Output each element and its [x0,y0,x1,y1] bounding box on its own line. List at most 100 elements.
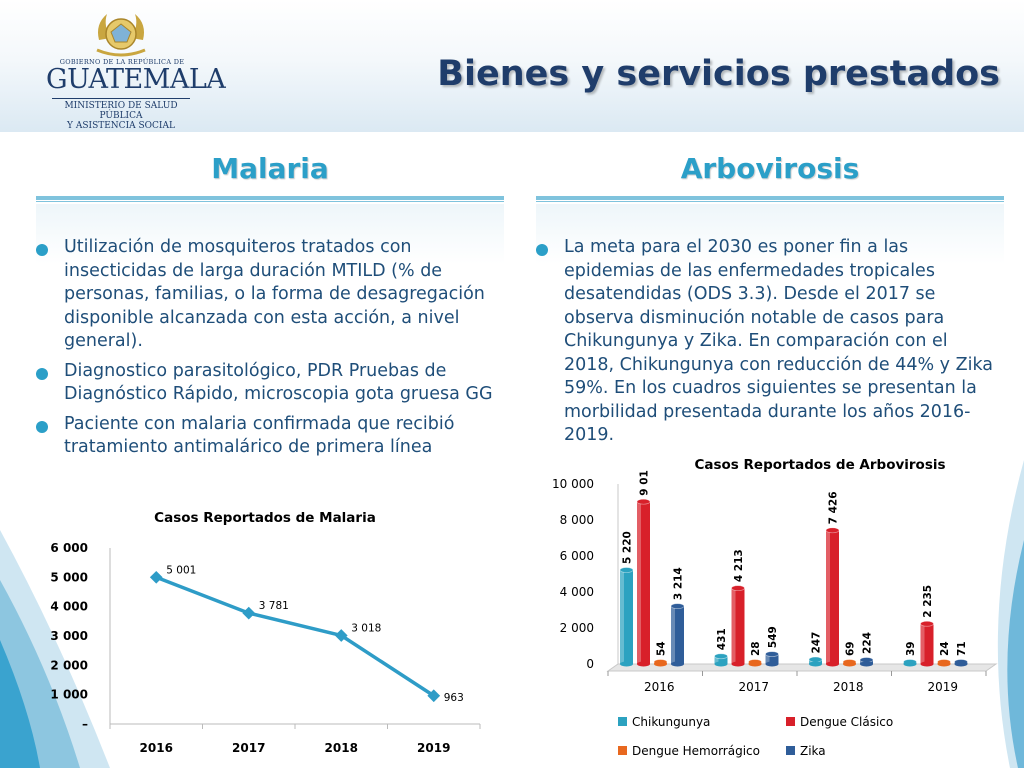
malaria-series-line [155,575,435,698]
malaria-bullet-list: Utilización de mosquiteros tratados con … [36,236,496,466]
bar [765,651,779,667]
bar-base [954,661,968,667]
data-label: 5 001 [166,564,196,576]
x-tick-label: 2018 [325,741,358,755]
arbovirosis-bar-chart: 0 2 000 4 000 6 000 8 000 10 000 2016 2017 2018 2… [552,470,998,758]
bar-body [637,501,650,664]
y-tick-label: 3 000 [50,629,88,643]
logo-rule [52,98,190,99]
bar-base [860,661,873,667]
bar-highlight [637,501,641,664]
bar-body [765,654,779,664]
bar-highlight [920,623,925,664]
arbovirosis-heading-rule [536,196,1004,200]
bar-body [920,623,934,664]
bar-data-label: 24 [939,641,951,656]
bullet-icon [36,367,48,380]
page-title: Bienes y servicios prestados [437,54,1000,94]
x-tick-label: 2017 [232,741,265,755]
coat-of-arms-icon [96,14,146,57]
bar-body [671,606,684,664]
arbovirosis-heading-rule-thin [536,201,1004,202]
bar-base [637,661,650,667]
bar [619,567,634,667]
x-tick-label: 2016 [140,741,173,755]
bar-highlight [620,570,624,664]
bar-data-label: 224 [862,632,874,654]
logo-ministry-line-1: MINISTERIO DE SALUD PÚBLICA [64,101,178,121]
bar [731,585,745,667]
decorative-swoosh-right [997,460,1024,768]
bullet-icon [36,420,48,433]
bar-data-label: 69 [845,641,857,656]
y-tick-label: 6 000 [50,541,88,555]
malaria-bullet: Utilización de mosquiteros tratados con … [36,236,496,354]
bar [748,659,762,667]
x-tick-label: 2016 [644,680,675,694]
x-tick-label: 2017 [738,680,769,694]
malaria-heading-rule-thin [36,201,504,202]
malaria-bullet: Paciente con malaria confirmada que reci… [36,413,496,460]
data-label: 963 [444,692,464,704]
bar [920,620,934,667]
bar [842,659,857,667]
arbovirosis-bullet-list: La meta para el 2030 es poner fin a las … [536,236,998,454]
malaria-heading: Malaria [211,152,329,185]
bar [937,659,951,667]
y-tick-label: 2 000 [560,621,594,635]
bar-cap [619,567,634,573]
bar-body [731,588,745,664]
logo-gov-line: GOBIERNO DE LA REPÚBLICA DE [59,58,185,66]
decorative-swoosh-left [0,530,110,768]
legend-label: Chikungunya [632,715,710,729]
y-tick-label: – [82,717,88,731]
bar-base [826,661,839,667]
malaria-bullet-text: Paciente con malaria confirmada que reci… [64,413,455,458]
x-tick-label: 2018 [833,680,864,694]
malaria-bullet: Diagnostico parasitológico, PDR Pruebas … [36,360,496,407]
legend-label: Dengue Hemorrágico [632,744,760,758]
bar-data-label: 2 235 [922,585,934,618]
legend-swatch [618,717,627,726]
legend-label: Dengue Clásico [800,715,893,729]
bar-base [809,661,822,667]
bar-base [671,661,684,667]
arbovirosis-chart-title: Casos Reportados de Arbovirosis [694,457,946,473]
malaria-chart-title: Casos Reportados de Malaria [154,510,376,526]
data-point-marker [149,570,163,584]
bar-data-label: 39 [905,641,917,656]
bar-data-label: 4 213 [733,549,745,582]
bar [714,653,728,667]
malaria-line-chart: – 1 000 2 000 3 000 4 000 5 000 6 000 2016 2017 2… [50,541,481,755]
data-label: 3 018 [351,622,381,634]
bar-data-label: 9 016 [639,470,651,496]
arbovirosis-panel [536,204,1004,304]
bar-base [714,661,728,667]
data-label: 3 781 [259,600,289,612]
data-point-marker [427,689,441,703]
bar [653,659,668,667]
bar-data-label: 247 [811,632,823,654]
bar [636,498,651,667]
legend-swatch [786,746,795,755]
bar-base [903,661,917,667]
bar-data-label: 3 214 [673,567,685,600]
y-tick-label: 6 000 [560,549,594,563]
bar-body [714,656,728,664]
y-tick-label: 2 000 [50,658,88,672]
arbovirosis-bullet: La meta para el 2030 es poner fin a las … [536,236,998,448]
bar-data-label: 7 426 [828,491,840,524]
legend-label: Zika [800,744,826,758]
malaria-bullet-text: Utilización de mosquiteros tratados con … [64,237,485,351]
bar-base [654,661,667,667]
y-tick-label: 1 000 [50,688,88,702]
logo-country: GUATEMALA [46,64,226,95]
bar-highlight [671,606,675,664]
bar-cap [765,651,779,657]
bar [859,657,874,667]
y-tick-label: 4 000 [560,585,594,599]
bar-cap [920,620,934,627]
bar-cap [731,585,745,592]
malaria-bullet-text: Diagnostico parasitológico, PDR Pruebas … [64,360,493,405]
bar-base [748,661,762,667]
